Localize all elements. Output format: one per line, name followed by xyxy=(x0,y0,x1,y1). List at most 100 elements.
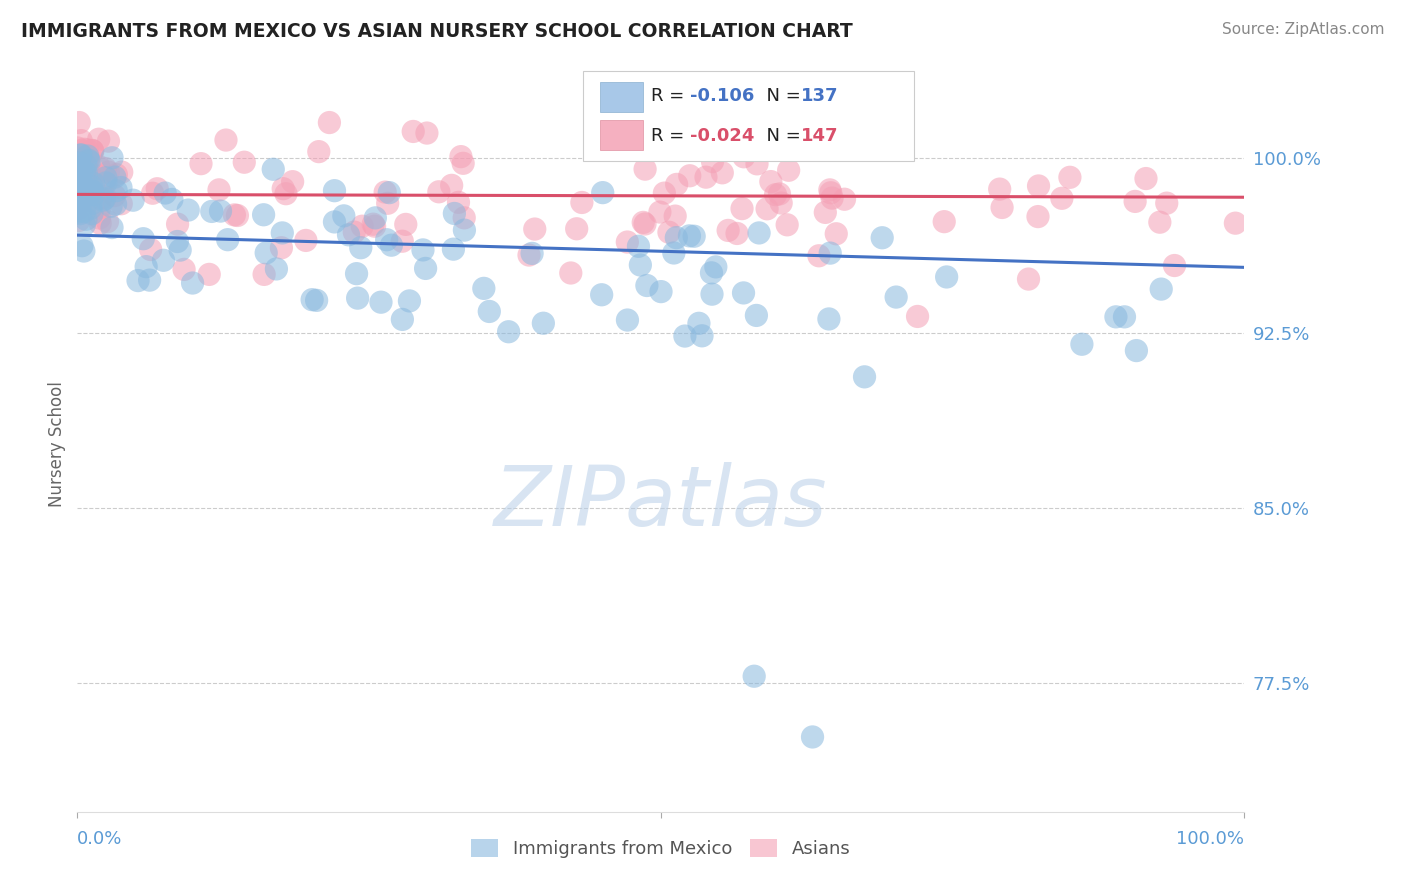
Point xyxy=(654,186,676,200)
Point xyxy=(101,220,124,235)
Point xyxy=(517,248,540,262)
Point xyxy=(72,179,94,194)
Point xyxy=(89,201,111,215)
Point xyxy=(683,229,706,244)
Point xyxy=(72,170,94,185)
Point xyxy=(80,196,103,211)
Point xyxy=(733,150,755,164)
Point xyxy=(745,157,768,171)
Point xyxy=(254,245,277,260)
Text: Source: ZipAtlas.com: Source: ZipAtlas.com xyxy=(1222,22,1385,37)
Point xyxy=(343,225,366,239)
Point xyxy=(198,268,221,282)
Point xyxy=(742,669,765,683)
Point xyxy=(301,293,323,307)
Point xyxy=(380,238,402,252)
Point xyxy=(1059,170,1081,185)
Point xyxy=(377,196,399,211)
Point xyxy=(711,166,734,180)
Point xyxy=(75,212,97,227)
Point xyxy=(76,149,98,163)
Text: 137: 137 xyxy=(801,87,839,105)
Point xyxy=(756,202,779,216)
Point xyxy=(616,313,638,327)
Point xyxy=(834,192,856,206)
Point xyxy=(75,167,97,181)
Point xyxy=(101,151,124,165)
Point xyxy=(650,285,672,299)
Point xyxy=(1123,194,1146,209)
Point xyxy=(94,176,117,190)
Point xyxy=(1028,178,1050,193)
Point xyxy=(103,188,125,202)
Point xyxy=(76,185,98,199)
Point xyxy=(820,186,842,200)
Point xyxy=(636,278,658,293)
Point xyxy=(70,134,93,148)
Point xyxy=(139,243,162,257)
Point xyxy=(682,141,704,155)
Point xyxy=(318,115,340,129)
Point xyxy=(226,209,249,223)
Point xyxy=(82,144,104,158)
Point xyxy=(745,309,768,323)
Point xyxy=(1163,259,1185,273)
Point xyxy=(173,262,195,277)
Point xyxy=(215,133,238,147)
Text: N =: N = xyxy=(755,127,807,145)
Point xyxy=(1050,191,1073,205)
Point xyxy=(105,184,128,198)
Point xyxy=(166,217,188,231)
Point xyxy=(89,211,111,225)
Point xyxy=(135,260,157,274)
Point xyxy=(77,151,100,165)
Point xyxy=(616,235,638,249)
Point xyxy=(66,178,89,192)
Point xyxy=(66,185,89,199)
Point xyxy=(395,218,418,232)
Point xyxy=(664,209,686,223)
Point xyxy=(66,165,89,179)
Point xyxy=(70,144,93,158)
Point xyxy=(271,226,294,240)
Point xyxy=(478,304,501,318)
Point xyxy=(679,169,702,183)
Point xyxy=(427,185,450,199)
Point xyxy=(818,246,841,260)
Point xyxy=(723,141,745,155)
Point xyxy=(93,192,115,206)
Point xyxy=(415,261,437,276)
Point xyxy=(592,186,614,200)
Point xyxy=(66,141,89,155)
Point xyxy=(776,218,799,232)
Point xyxy=(934,214,956,228)
Point xyxy=(73,142,96,156)
Point xyxy=(97,134,120,148)
Text: -0.106: -0.106 xyxy=(690,87,755,105)
Point xyxy=(262,162,284,177)
Point xyxy=(66,163,89,178)
Point xyxy=(768,140,790,154)
Point xyxy=(416,126,439,140)
Point xyxy=(281,175,304,189)
Point xyxy=(498,325,520,339)
Point xyxy=(224,208,246,222)
Point xyxy=(104,170,127,185)
Point xyxy=(83,177,105,191)
Point xyxy=(361,217,384,231)
Point xyxy=(441,242,464,256)
Point xyxy=(70,148,93,162)
Point xyxy=(634,162,657,177)
Point xyxy=(447,195,470,210)
Point xyxy=(634,217,657,231)
Point xyxy=(97,165,120,179)
Point xyxy=(702,154,724,169)
Point xyxy=(673,329,696,343)
Point xyxy=(66,194,89,208)
Point xyxy=(370,295,392,310)
Point xyxy=(69,197,91,211)
Point xyxy=(451,156,474,170)
Point xyxy=(77,194,100,208)
Point xyxy=(337,227,360,242)
Point xyxy=(378,186,401,200)
